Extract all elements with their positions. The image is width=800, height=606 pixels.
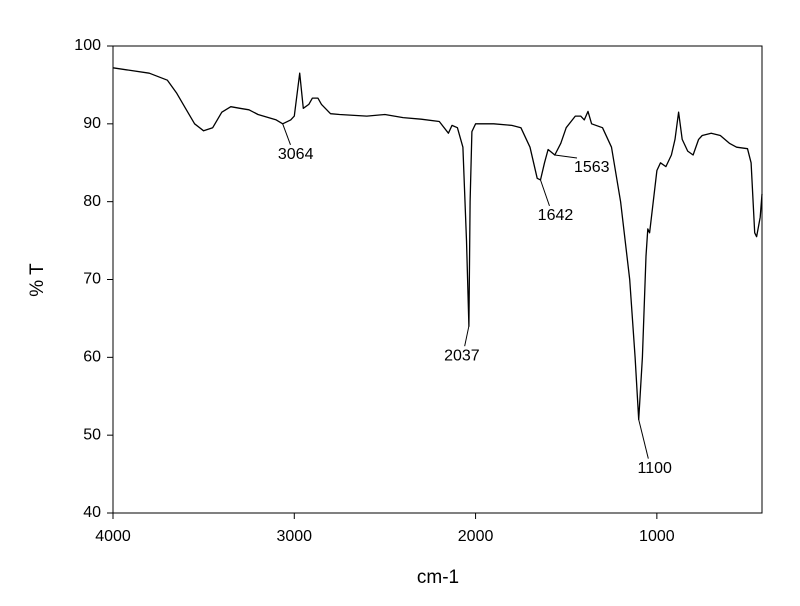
y-tick-label: 40 [83,504,101,521]
spectrum-line [112,67,763,421]
annotation-label: 3064 [278,146,314,163]
y-tick-label: 70 [83,271,101,288]
y-tick-label: 60 [83,349,101,366]
x-tick-label: 1000 [639,528,675,545]
y-tick-label: 80 [83,193,101,210]
annotation-leader [539,179,550,207]
x-tick-label: 4000 [95,528,131,545]
x-tick-label: 2000 [458,528,494,545]
annotation-label: 1563 [574,159,610,176]
annotation-leader [638,419,649,459]
x-axis-title: cm-1 [417,567,459,588]
x-tick-label: 3000 [276,528,312,545]
annotation-label: 1642 [538,207,574,224]
y-tick-label: 100 [74,37,101,54]
annotation-leader [282,123,291,146]
annotation-label: 2037 [444,347,480,364]
y-axis-title: % T [27,263,48,297]
annotation-leader [554,154,578,159]
annotation-leader [464,326,470,347]
y-tick-label: 50 [83,426,101,443]
y-tick-label: 90 [83,115,101,132]
annotation-label: 1100 [638,460,673,477]
plot-frame [112,45,763,514]
